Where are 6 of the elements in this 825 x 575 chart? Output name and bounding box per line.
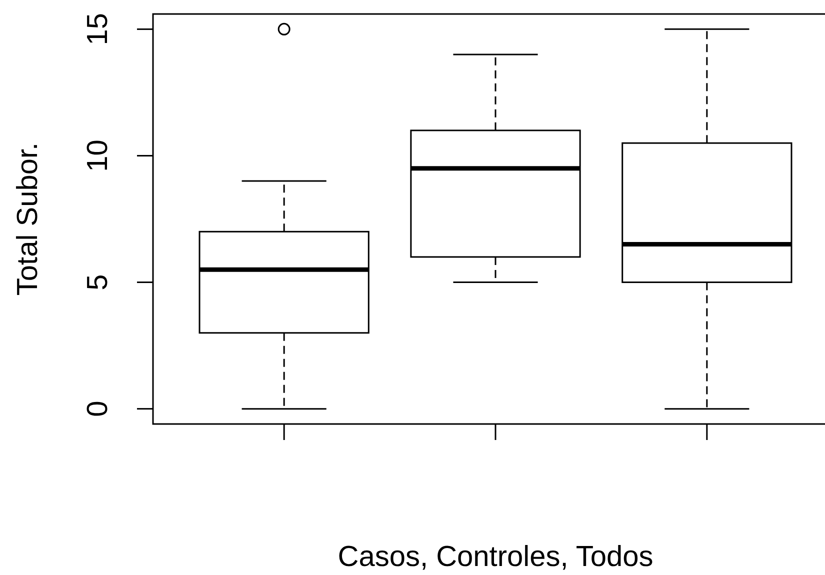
y-tick-label: 10	[82, 140, 114, 172]
y-tick-label: 0	[82, 400, 114, 417]
y-tick-label: 5	[82, 274, 114, 290]
y-axis-title: Total Subor.	[12, 142, 44, 296]
x-axis-title: Casos, Controles, Todos	[338, 541, 654, 573]
y-tick-label: 15	[82, 13, 114, 46]
